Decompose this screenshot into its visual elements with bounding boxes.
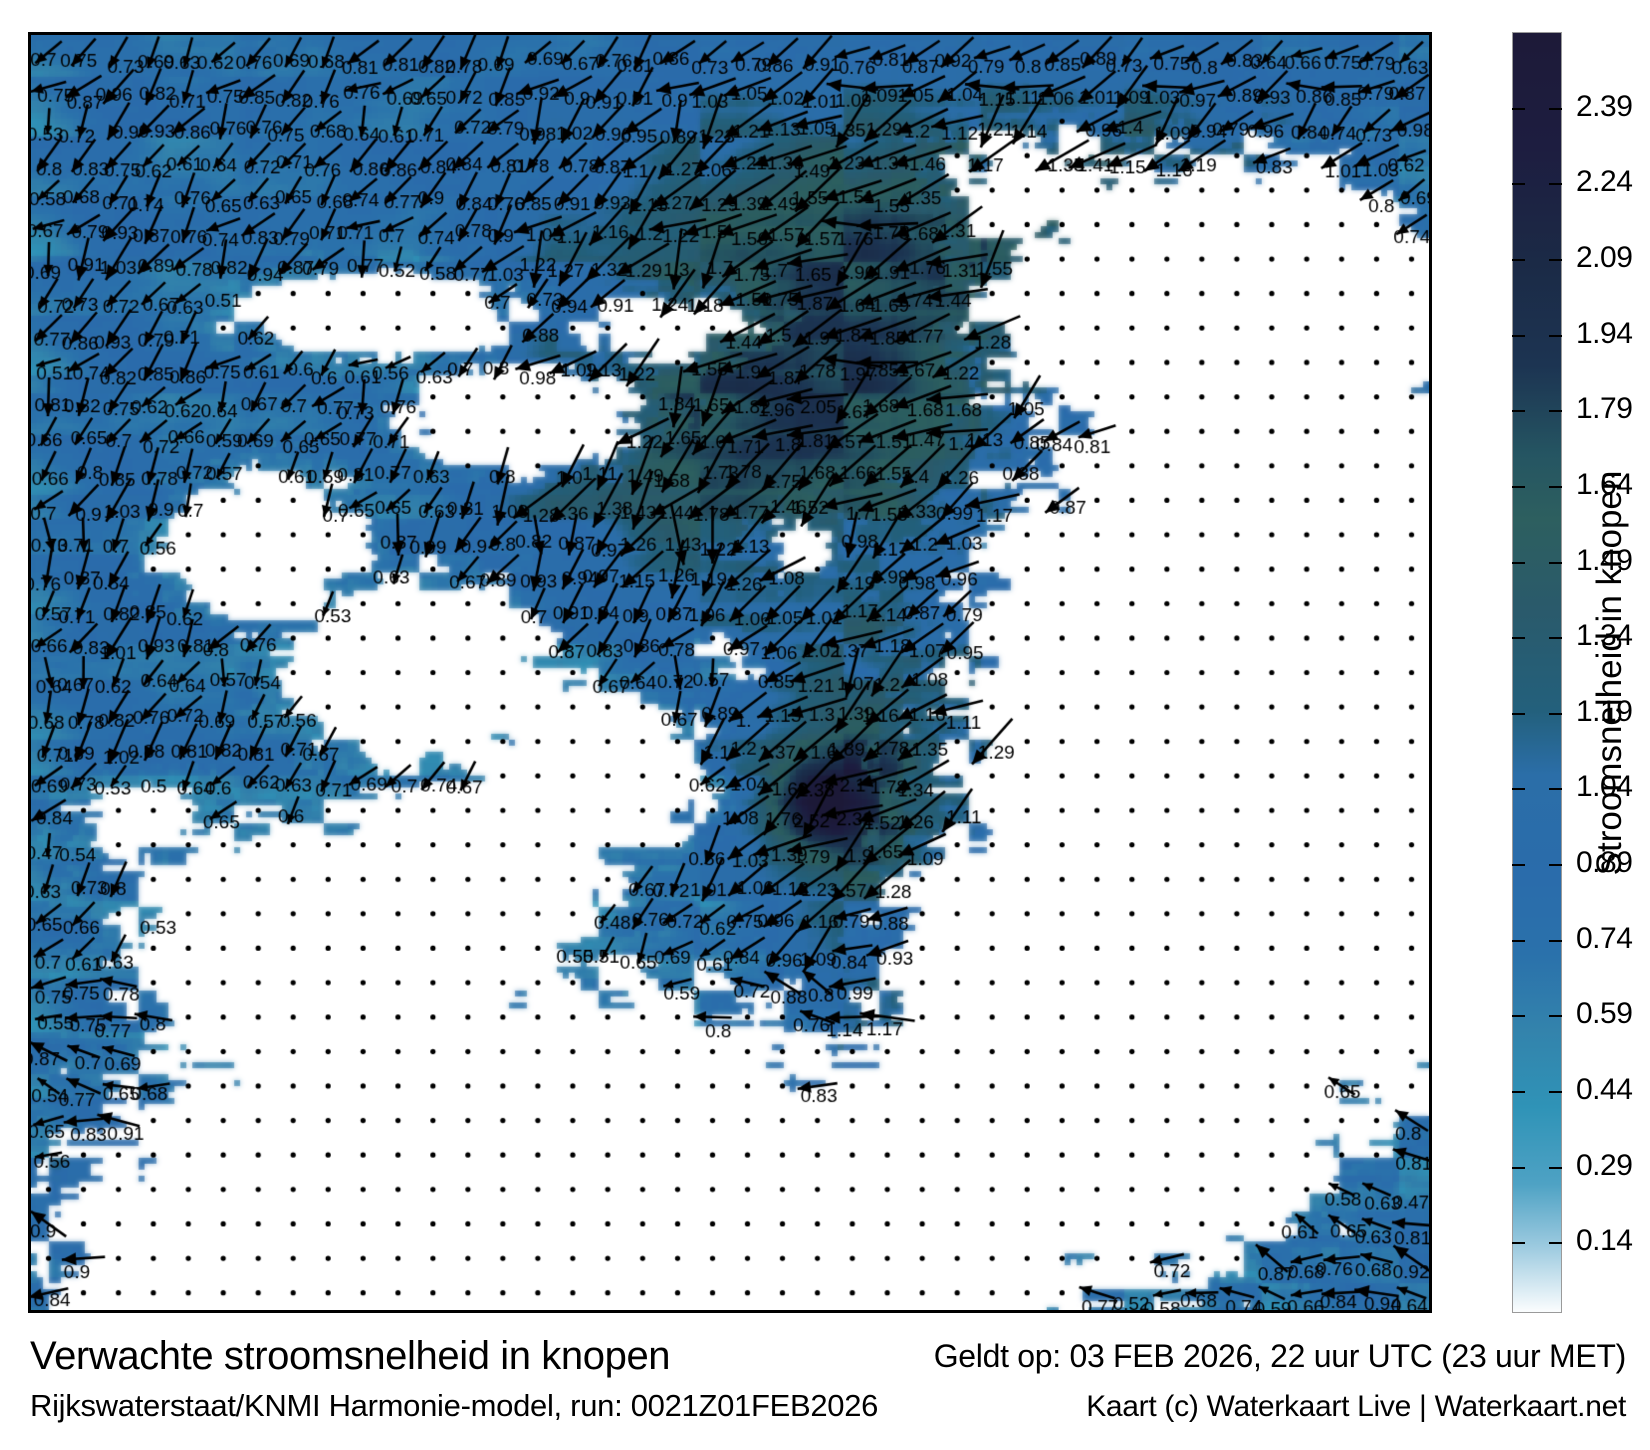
colorbar-tick-mark [1549,183,1562,186]
colorbar-tick-label: 2.39 [1576,89,1633,123]
colorbar-tick-mark [1512,788,1525,791]
colorbar-gradient [1512,32,1562,1313]
colorbar-tick-label: 2.09 [1576,240,1633,274]
colorbar-tick-mark [1549,1242,1562,1245]
colorbar-tick-label: 1.19 [1576,694,1633,728]
colorbar-tick-mark [1512,939,1525,942]
colorbar-tick-label: 1.34 [1576,619,1633,653]
current-speed-heatmap[interactable] [31,35,1429,1310]
model-run-label: Rijkswaterstaat/KNMI Harmonie-model, run… [30,1388,879,1423]
colorbar-tick-mark [1512,712,1525,715]
colorbar-axis-title-text: Stroomsnelheid in knopen [1590,470,1629,875]
colorbar-tick-mark [1512,258,1525,261]
page-title: Verwachte stroomsnelheid in knopen [30,1334,671,1378]
colorbar-tick-mark [1549,561,1562,564]
colorbar-tick-label: 1.04 [1576,770,1633,804]
colorbar-tick-mark [1512,864,1525,867]
colorbar-tick-mark [1512,485,1525,488]
colorbar-tick-mark [1549,258,1562,261]
colorbar-tick-mark [1512,1015,1525,1018]
colorbar-tick-mark [1512,334,1525,337]
colorbar-tick-mark [1549,637,1562,640]
colorbar-tick-mark [1549,334,1562,337]
colorbar-tick-label: 1.49 [1576,543,1633,577]
footer: Verwachte stroomsnelheid in knopen Rijks… [0,1322,1650,1450]
colorbar-tick-mark [1512,1091,1525,1094]
colorbar-tick-mark [1512,183,1525,186]
colorbar-tick-label: 0.29 [1576,1148,1633,1182]
colorbar-tick-label: 0.59 [1576,997,1633,1031]
colorbar-tick-mark [1549,1015,1562,1018]
colorbar-tick-mark [1512,1166,1525,1169]
colorbar-tick-mark [1549,939,1562,942]
credit-label: Kaart (c) Waterkaart Live | Waterkaart.n… [1086,1390,1626,1423]
colorbar-tick-label: 0.44 [1576,1073,1633,1107]
colorbar [1512,32,1562,1313]
colorbar-tick-label: 1.94 [1576,316,1633,350]
colorbar-tick-mark [1549,1166,1562,1169]
colorbar-tick-label: 0.89 [1576,846,1633,880]
colorbar-tick-label: 1.64 [1576,467,1633,501]
colorbar-tick-mark [1512,107,1525,110]
colorbar-tick-mark [1549,864,1562,867]
colorbar-tick-label: 0.74 [1576,921,1633,955]
colorbar-tick-mark [1512,1242,1525,1245]
colorbar-tick-mark [1549,107,1562,110]
colorbar-tick-mark [1549,1091,1562,1094]
colorbar-tick-mark [1549,410,1562,413]
colorbar-tick-label: 2.24 [1576,165,1633,199]
colorbar-axis-title: Stroomsnelheid in knopen [1590,32,1629,1313]
colorbar-tick-label: 0.14 [1576,1224,1633,1258]
map-frame[interactable] [28,32,1432,1313]
colorbar-tick-mark [1549,485,1562,488]
colorbar-tick-mark [1549,712,1562,715]
colorbar-tick-label: 1.79 [1576,392,1633,426]
colorbar-tick-mark [1512,637,1525,640]
colorbar-tick-mark [1512,561,1525,564]
colorbar-tick-mark [1512,410,1525,413]
colorbar-tick-mark [1549,788,1562,791]
valid-time-label: Geldt op: 03 FEB 2026, 22 uur UTC (23 uu… [933,1338,1627,1374]
